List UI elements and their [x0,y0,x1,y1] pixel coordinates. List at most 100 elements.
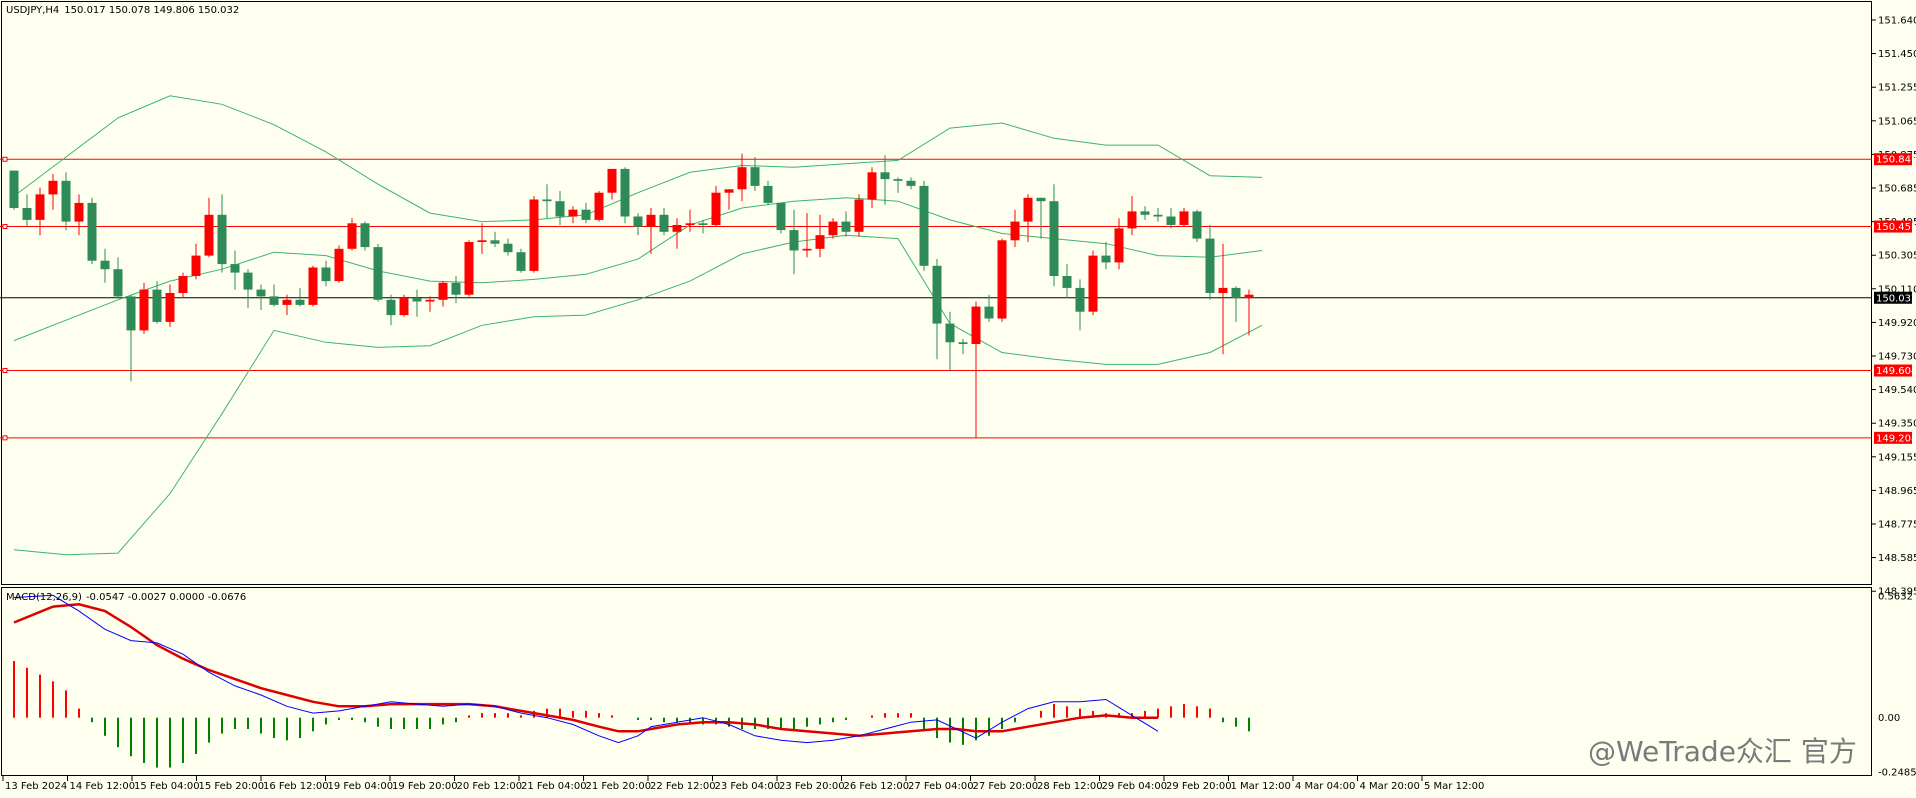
candle-body [269,296,279,305]
price-tick-label: 148.585 [1878,553,1916,564]
candle-body [74,202,84,222]
time-tick-label: 16 Feb 12:00 [263,781,329,792]
time-tick-label: 15 Feb 04:00 [134,781,200,792]
candle-body [1114,228,1124,263]
candle-body [295,299,305,305]
candle-body [828,221,838,236]
candle-body [139,289,149,331]
candle-body [854,199,864,232]
candle-body [490,240,500,244]
candle-body [425,299,435,302]
candle-body [997,240,1007,319]
time-tick-label: 19 Feb 20:00 [392,781,458,792]
candle-body [87,202,97,261]
candle-body [360,223,370,248]
candle-body [438,282,448,300]
macd-pane-frame [1,587,1872,776]
candle-body [1153,214,1163,217]
time-tick-label: 28 Feb 12:00 [1037,781,1103,792]
price-tick-label: 151.255 [1878,83,1916,94]
candle-body [919,185,929,266]
candle-body [1088,255,1098,312]
time-tick-label: 1 Mar 12:00 [1231,781,1291,792]
candle-body [152,289,162,322]
macd-lines [13,594,1159,744]
candle-body [802,248,812,251]
candle-body [243,272,253,290]
candle-body [646,214,656,227]
time-tick-label: 27 Feb 04:00 [908,781,974,792]
candle-body [841,221,851,232]
time-tick-label: 4 Mar 04:00 [1295,781,1355,792]
candle-body [724,189,734,193]
candle-body [633,216,643,227]
candle-body [1023,197,1033,222]
level-price-tag [1874,431,1912,444]
candle-body [308,267,318,305]
candle-body [399,298,409,316]
candle-body [1244,294,1254,299]
candle-body [607,168,617,193]
candle-body [984,306,994,319]
candle-body [1036,197,1046,202]
candle-body [503,243,513,253]
candle-body [867,172,877,200]
time-tick-label: 29 Feb 20:00 [1166,781,1232,792]
price-tick-label: 149.540 [1878,385,1916,396]
time-tick-label: 14 Feb 12:00 [70,781,136,792]
candle-body [451,282,461,295]
time-tick-label: 5 Mar 12:00 [1424,781,1484,792]
time-tick-label: 23 Feb 20:00 [779,781,845,792]
candle-body [750,167,760,186]
candle-body [1075,287,1085,312]
candle-body [1192,211,1202,239]
candle-body [685,223,695,225]
price-tick-label: 151.065 [1878,116,1916,127]
candle-body [282,299,292,305]
price-tick-label: 150.305 [1878,251,1916,262]
candle-body [178,276,188,293]
price-tick-label: 150.110 [1878,284,1916,295]
time-tick-label: 29 Feb 04:00 [1102,781,1168,792]
watermark: @WeTrade众汇 官方 [1588,735,1857,768]
candle-body [1049,201,1059,276]
candle-body [204,214,214,256]
time-tick-label: 22 Feb 12:00 [650,781,716,792]
macd-tick-label: 0.00 [1878,713,1900,724]
level-price-tag [1874,153,1912,166]
level-price-text: 149.604 [1876,366,1916,377]
candle-body [737,167,747,190]
macd-axis: 0.5632 0.00 -0.2485 [1878,592,1916,779]
candle-body [711,192,721,225]
price-tick-label: 151.640 [1878,16,1916,27]
candle-body [620,168,630,217]
current-price-text: 150.032 [1876,293,1916,304]
candle-body [373,247,383,300]
candle-body [659,214,669,232]
price-tick-label: 150.685 [1878,184,1916,195]
level-anchor [2,368,8,374]
candle-body [9,170,19,208]
price-tick-label: 148.965 [1878,486,1916,497]
candle-body [412,298,422,302]
candle-body [1179,211,1189,225]
time-tick-label: 27 Feb 20:00 [973,781,1039,792]
candle-body [165,293,175,322]
price-tick-label: 148.395 [1878,587,1916,598]
level-price-text: 150.451 [1876,222,1916,233]
candle-body [893,179,903,181]
bollinger-upper-line [13,95,1263,223]
candles[interactable] [9,153,1254,438]
candle-body [672,225,682,232]
candle-body [1127,211,1137,229]
macd-main-line [13,594,1159,744]
macd-tick-label: -0.2485 [1878,768,1916,779]
candle-body [555,201,565,217]
bollinger-lower-line [13,234,1263,556]
price-labels: 150.847 150.451 149.604 149.208 150.032 [1874,153,1916,444]
candle-body [256,289,266,297]
candle-body [48,180,58,195]
